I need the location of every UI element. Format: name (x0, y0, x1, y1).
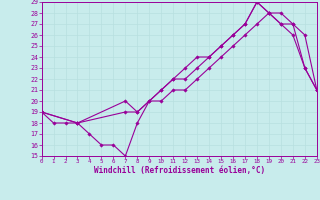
X-axis label: Windchill (Refroidissement éolien,°C): Windchill (Refroidissement éolien,°C) (94, 166, 265, 175)
